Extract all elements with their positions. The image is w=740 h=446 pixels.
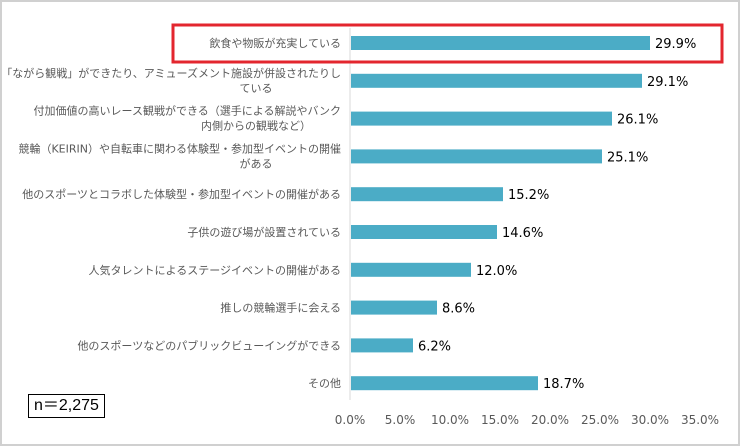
category-label: ている: [240, 82, 273, 95]
x-tick-label: 15.0%: [481, 413, 519, 427]
data-label: 18.7%: [543, 377, 584, 392]
x-tick-label: 30.0%: [631, 413, 669, 427]
bar: [351, 376, 538, 391]
category-label: 他のスポーツなどのパブリックビューイングができる: [77, 338, 341, 352]
bar: [351, 111, 612, 126]
data-label: 14.6%: [502, 226, 543, 241]
x-tick-label: 35.0%: [681, 413, 719, 427]
data-label: 6.2%: [418, 339, 451, 354]
category-label: 内側からの観戦など）: [201, 119, 311, 133]
category-label: 推しの競輪選手に会える: [220, 301, 341, 315]
bar: [351, 73, 642, 88]
category-label: 付加価値の高いレース観戦ができる（選手による解説やバンク: [34, 104, 341, 118]
bar: [351, 338, 413, 353]
category-label: 飲食や物販が充実している: [209, 36, 341, 50]
category-label: その他: [308, 377, 341, 390]
x-tick-label: 5.0%: [385, 413, 416, 427]
sample-size-label: n＝2,275: [28, 394, 105, 418]
x-tick-label: 20.0%: [531, 413, 569, 427]
bar: [351, 262, 471, 277]
bar: [351, 225, 497, 239]
data-label: 29.9%: [655, 37, 696, 52]
x-tick-label: 10.0%: [431, 413, 469, 427]
bar: [351, 149, 602, 164]
data-label: 15.2%: [508, 188, 549, 203]
highlight-box: [171, 23, 724, 64]
data-label: 26.1%: [617, 113, 658, 128]
category-label: 他のスポーツとコラボした体験型・参加型イベントの開催がある: [22, 187, 341, 201]
data-label: 29.1%: [647, 75, 688, 90]
x-tick-label: 25.0%: [581, 413, 619, 427]
category-label: 人気タレントによるステージイベントの開催がある: [89, 263, 341, 277]
x-tick-label: 0.0%: [335, 413, 366, 427]
data-label: 12.0%: [476, 264, 517, 279]
category-label: がある: [240, 156, 273, 170]
bar: [351, 36, 650, 50]
data-label: 8.6%: [442, 302, 475, 317]
category-label: 競輪（KEIRIN）や自転車に関わる体験型・参加型イベントの開催: [18, 141, 341, 155]
category-label: 子供の遊び場が設置されている: [187, 225, 341, 239]
category-label: 「ながら観戦」ができたり、アミューズメント施設が併設されたりし: [1, 66, 341, 80]
bar: [351, 300, 437, 315]
bar: [351, 187, 503, 202]
data-label: 25.1%: [607, 150, 648, 165]
